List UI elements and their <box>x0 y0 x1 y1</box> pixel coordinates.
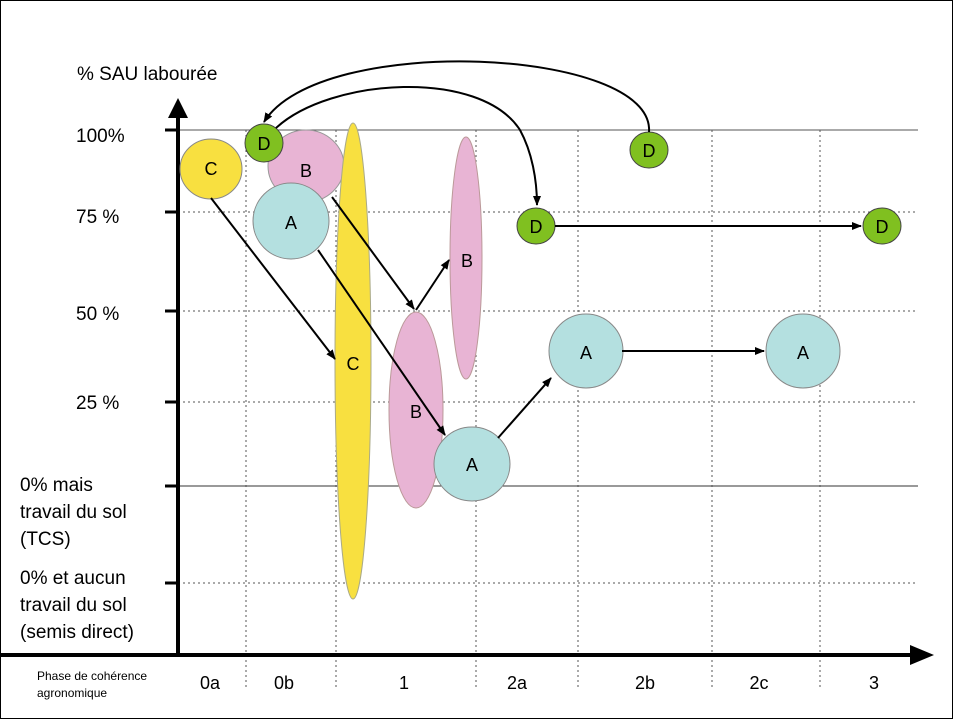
arrow-a-2a-to-a-2b <box>497 377 552 439</box>
phase-label-2b: 2b <box>635 673 655 693</box>
node-a-phase-0b-label: A <box>285 213 297 233</box>
trajectory-nodes: C B D A C B B A <box>179 122 902 600</box>
node-a-phase-2c-label: A <box>797 343 809 363</box>
node-c-phase-0a-label: C <box>205 159 218 179</box>
y-label-sd-line3: (semis direct) <box>20 622 134 643</box>
phase-label-3: 3 <box>869 673 879 693</box>
node-a-phase-2b-label: A <box>580 343 592 363</box>
y-label-sd-line2: travail du sol <box>20 595 127 616</box>
node-b-phase-1-label: B <box>410 402 422 422</box>
node-b-phase-1-upper-shape <box>449 136 483 380</box>
y-axis-labels: 100% 75 % 50 % 25 % 0% mais travail du s… <box>20 126 134 643</box>
y-label-25: 25 % <box>76 393 119 414</box>
axes <box>0 98 934 665</box>
node-b-phase-1-upper-label: B <box>461 251 473 271</box>
arrow-c-0a-to-c-1 <box>210 197 336 360</box>
arrow-d-0b-to-d-2a <box>275 86 541 206</box>
node-c-phase-1: C <box>334 122 372 600</box>
node-d-phase-0b-shape <box>244 123 284 163</box>
x-title-line2: agronomique <box>37 686 107 700</box>
phase-label-0a: 0a <box>200 673 221 693</box>
node-d-phase-2b: D <box>629 131 669 169</box>
x-title-line1: Phase de cohérence <box>37 669 147 683</box>
node-d-phase-2b-label: D <box>643 141 656 161</box>
x-axis-labels: 0a 0b 1 2a 2b 2c 3 <box>200 673 879 693</box>
node-d-phase-3-shape <box>862 207 902 245</box>
node-b-phase-0b-label: B <box>300 161 312 181</box>
trajectory-arrows <box>210 60 862 439</box>
arrow-b-0b-to-b-1 <box>331 196 415 310</box>
node-a-phase-2a: A <box>433 426 511 502</box>
node-a-phase-0b-shape <box>252 182 330 260</box>
y-label-sd-line1: 0% et aucun <box>20 568 126 589</box>
x-axis-title: Phase de cohérence agronomique <box>37 669 147 700</box>
y-label-100: 100% <box>76 126 125 147</box>
arrow-a-0b-to-a-2a <box>317 249 446 436</box>
node-a-phase-2c: A <box>765 313 841 389</box>
x-axis-arrowhead <box>910 645 934 665</box>
node-a-phase-2a-label: A <box>466 455 478 475</box>
phase-label-2a: 2a <box>507 673 528 693</box>
node-a-phase-2a-shape <box>433 426 511 502</box>
y-label-tcs-line2: travail du sol <box>20 502 127 523</box>
node-d-phase-0b-label: D <box>258 134 271 154</box>
node-c-phase-1-shape <box>334 122 372 600</box>
phase-label-1: 1 <box>399 673 409 693</box>
y-label-75: 75 % <box>76 207 119 228</box>
node-d-phase-3-label: D <box>876 217 889 237</box>
y-label-50: 50 % <box>76 304 119 325</box>
y-label-tcs-line3: (TCS) <box>20 529 71 550</box>
y-axis-title: % SAU labourée <box>77 64 217 85</box>
node-b-phase-1-shape <box>388 311 444 509</box>
phase-label-0b: 0b <box>274 673 294 693</box>
node-b-phase-1-upper: B <box>449 136 483 380</box>
y-axis-arrowhead <box>168 98 188 118</box>
node-a-phase-2b: A <box>548 313 624 389</box>
node-a-phase-0b: A <box>252 182 330 260</box>
y-label-tcs-line1: 0% mais <box>20 475 93 496</box>
phase-label-2c: 2c <box>749 673 768 693</box>
node-b-phase-1: B <box>388 311 444 509</box>
node-c-phase-0a: C <box>179 138 243 200</box>
node-d-phase-0b: D <box>244 123 284 163</box>
node-d-phase-2a: D <box>516 207 556 245</box>
node-c-phase-1-label: C <box>347 354 360 374</box>
arrow-d-2b-to-d-0b <box>263 60 651 133</box>
node-d-phase-3: D <box>862 207 902 245</box>
arrow-b-1-to-b-upper <box>415 259 450 311</box>
node-a-phase-2c-shape <box>765 313 841 389</box>
node-d-phase-2a-label: D <box>530 217 543 237</box>
